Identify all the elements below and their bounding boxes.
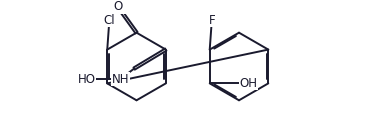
Text: O: O xyxy=(113,0,122,13)
Text: NH: NH xyxy=(112,73,129,86)
Text: HO: HO xyxy=(78,73,96,86)
Text: OH: OH xyxy=(239,77,257,90)
Text: Cl: Cl xyxy=(104,14,115,27)
Text: F: F xyxy=(209,14,215,27)
